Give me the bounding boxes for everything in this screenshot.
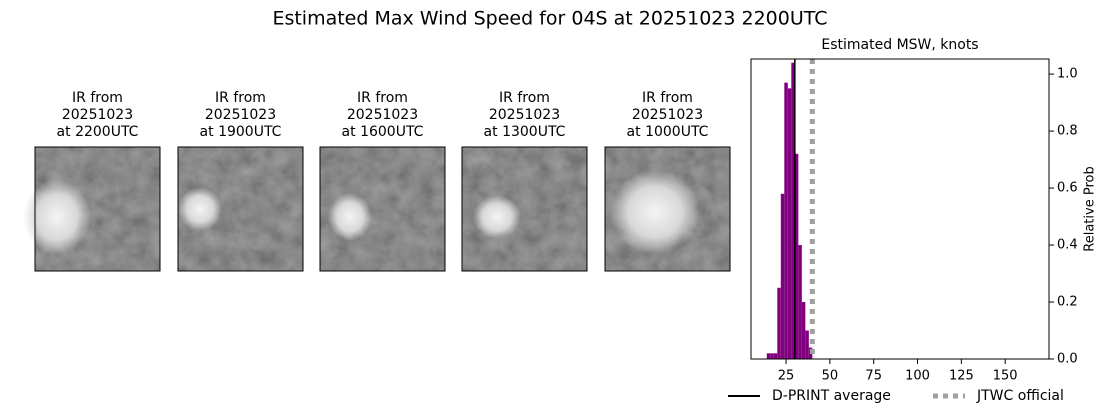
- x-tick-label: 25: [778, 369, 795, 384]
- panel-label: IR from: [72, 90, 123, 106]
- panel-label: 20251023: [347, 107, 418, 123]
- bar: [798, 245, 802, 359]
- panel-label: at 1600UTC: [342, 124, 424, 140]
- bar: [766, 353, 771, 359]
- plot-frame: [750, 58, 1050, 360]
- panel-label: at 1300UTC: [484, 124, 566, 140]
- panel-label: IR from: [215, 90, 266, 106]
- ir-cloud: [473, 195, 521, 239]
- ir-cloud: [23, 179, 91, 255]
- bar: [787, 88, 792, 359]
- y-tick-label: 0.8: [1057, 124, 1078, 139]
- bar: [777, 287, 781, 359]
- x-tick-label: 125: [949, 369, 974, 384]
- x-tick-label: 100: [905, 369, 930, 384]
- histogram: Estimated MSW, knots 0.0 0.2 0.4 0.6 0.8 1.0 Re…: [728, 37, 1098, 404]
- panel-label: IR from: [499, 90, 550, 106]
- ir-cloud: [178, 187, 222, 231]
- panel-label: at 1000UTC: [627, 124, 709, 140]
- panel-label: 20251023: [632, 107, 703, 123]
- ir-cloud: [328, 193, 372, 241]
- y-axis-label: Relative Prob: [1083, 166, 1098, 251]
- chart-title: Estimated MSW, knots: [821, 37, 978, 53]
- y-tick-label: 0.2: [1057, 295, 1078, 310]
- y-tick-label: 0.4: [1057, 238, 1078, 253]
- bar: [794, 153, 799, 359]
- page-title: Estimated Max Wind Speed for 04S at 2025…: [272, 8, 827, 30]
- y-tick-label: 1.0: [1057, 67, 1078, 82]
- bar: [770, 353, 774, 359]
- y-tick-label: 0.6: [1057, 181, 1078, 196]
- panel-label: at 2200UTC: [57, 124, 139, 140]
- x-tick-label: 75: [865, 369, 882, 384]
- y-tick-label: 0.0: [1057, 352, 1078, 367]
- legend-label: JTWC official: [976, 388, 1064, 404]
- panel-label: at 1900UTC: [200, 124, 282, 140]
- bar: [791, 62, 795, 359]
- ir-frame: [177, 146, 304, 272]
- ir-frame: [461, 146, 588, 272]
- panel-label: IR from: [357, 90, 408, 106]
- panel-label: 20251023: [489, 107, 560, 123]
- ir-cloud: [610, 170, 700, 254]
- legend-label: D-PRINT average: [772, 388, 891, 404]
- ir-frame: [34, 146, 161, 272]
- bar: [801, 302, 806, 359]
- ir-frame: [319, 146, 446, 272]
- bar: [780, 193, 785, 359]
- bar: [784, 82, 788, 359]
- ir-frame: [604, 146, 731, 272]
- panel-label: IR from: [642, 90, 693, 106]
- x-tick-label: 150: [993, 369, 1018, 384]
- x-tick-label: 50: [822, 369, 839, 384]
- bar: [773, 353, 778, 359]
- panel-label: 20251023: [205, 107, 276, 123]
- panel-label: 20251023: [62, 107, 133, 123]
- bar: [805, 330, 809, 359]
